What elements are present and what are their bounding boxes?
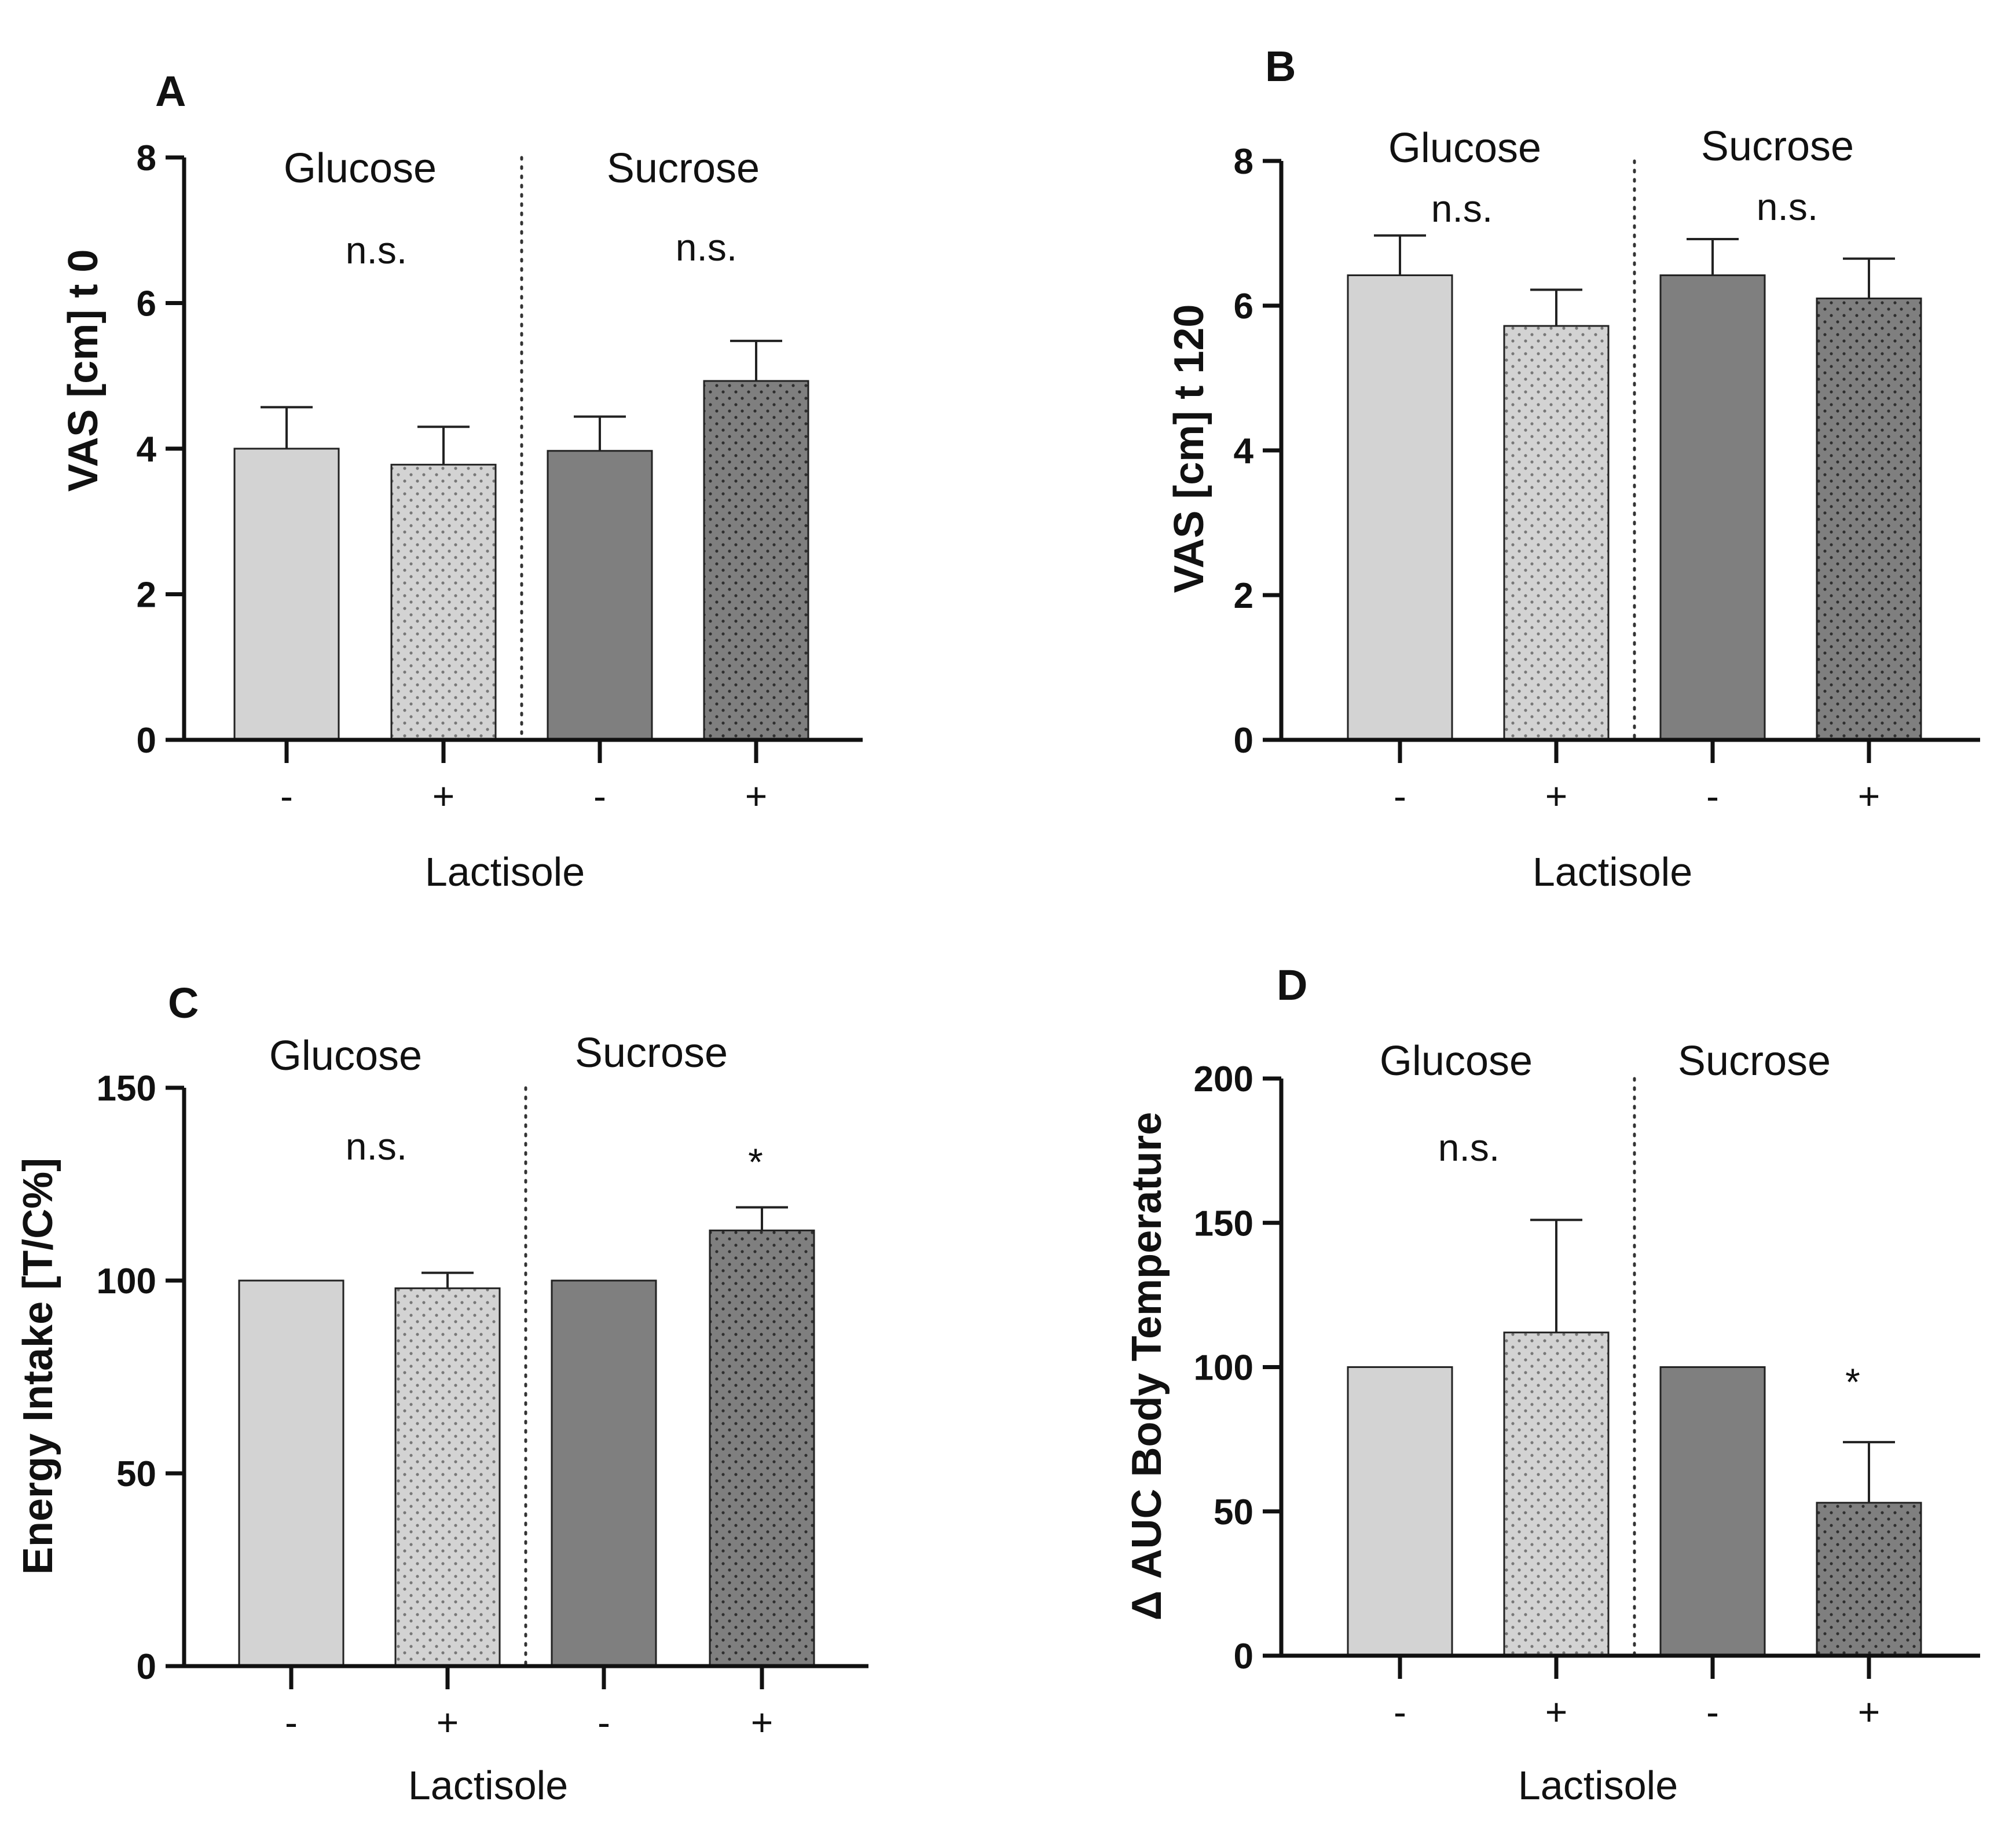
y-tick-label-3: 6 xyxy=(1234,287,1253,327)
bar-2 xyxy=(1503,1332,1610,1657)
y-tick-label-0: 0 xyxy=(1234,721,1253,761)
x-tick-label-2: + xyxy=(1545,1690,1568,1733)
x-tick-label-1: - xyxy=(285,1701,298,1744)
bar-2 xyxy=(390,464,497,741)
panel-c: C Energy Intake [T/C%] Lactisole Glucose… xyxy=(15,979,868,1808)
significance-glucose: n.s. xyxy=(346,229,407,272)
y-tick-label-3: 6 xyxy=(137,284,156,324)
x-tick-label-2: + xyxy=(432,775,455,817)
group-label-sucrose: Sucrose xyxy=(1678,1038,1831,1084)
significance-glucose: n.s. xyxy=(1438,1126,1500,1169)
significance-glucose: n.s. xyxy=(346,1125,407,1168)
y-tick-label-0: 0 xyxy=(137,721,156,761)
group-label-sucrose: Sucrose xyxy=(575,1030,728,1076)
x-tick-label-1: - xyxy=(1394,775,1406,817)
group-label-sucrose: Sucrose xyxy=(1701,123,1854,170)
y-tick-label-2: 100 xyxy=(1194,1348,1253,1388)
bar-1 xyxy=(238,1279,344,1667)
y-tick-label-0: 0 xyxy=(137,1647,156,1687)
group-label-glucose: Glucose xyxy=(1388,125,1541,171)
group-label-sucrose: Sucrose xyxy=(607,145,760,192)
bar-4 xyxy=(1816,298,1922,741)
x-tick-label-3: - xyxy=(593,775,606,817)
group-label-glucose: Glucose xyxy=(1380,1038,1533,1084)
panel-letter: C xyxy=(168,979,199,1027)
x-tick-label-4: + xyxy=(1858,1690,1881,1733)
x-tick-label-2: + xyxy=(1545,775,1568,817)
significance-sucrose: * xyxy=(748,1140,763,1183)
x-axis-label: Lactisole xyxy=(425,849,585,894)
x-tick-label-3: - xyxy=(598,1701,610,1744)
x-axis-label: Lactisole xyxy=(408,1763,568,1808)
bar-1 xyxy=(1347,1366,1453,1657)
group-label-glucose: Glucose xyxy=(269,1033,422,1079)
x-tick-label-4: + xyxy=(751,1701,774,1744)
y-tick-label-4: 200 xyxy=(1194,1059,1253,1099)
y-axis-label: Energy Intake [T/C%] xyxy=(15,1158,61,1575)
x-axis-label: Lactisole xyxy=(1518,1763,1678,1808)
bar-3 xyxy=(551,1279,657,1667)
bar-2 xyxy=(394,1287,501,1667)
panel-letter: B xyxy=(1265,42,1296,90)
bar-3 xyxy=(1659,1366,1766,1657)
panel-a: A VAS [cm] t 0 Lactisole Glucose Sucrose… xyxy=(60,67,863,894)
y-axis-label: VAS [cm] t 0 xyxy=(60,250,107,492)
bar-4 xyxy=(703,380,809,741)
y-tick-label-2: 4 xyxy=(1234,431,1254,471)
significance-sucrose: * xyxy=(1845,1360,1860,1403)
bar-4 xyxy=(1816,1502,1922,1657)
x-axis-label: Lactisole xyxy=(1533,849,1692,894)
x-tick-label-3: - xyxy=(1706,1690,1719,1733)
bar-1 xyxy=(233,448,340,741)
plot-area: 0 2 4 6 8 - + - + xyxy=(137,138,863,817)
significance-glucose: n.s. xyxy=(1431,187,1493,230)
bar-3 xyxy=(547,450,653,741)
x-tick-label-2: + xyxy=(437,1701,459,1744)
y-axis-label: VAS [cm] t 120 xyxy=(1166,305,1212,593)
bar-1 xyxy=(1347,274,1453,741)
x-tick-label-1: - xyxy=(280,775,293,817)
bar-4 xyxy=(709,1229,815,1667)
y-tick-label-4: 8 xyxy=(137,138,156,178)
bar-2 xyxy=(1503,325,1610,741)
y-axis-label: Δ AUC Body Temperature xyxy=(1124,1112,1170,1621)
plot-area: 0 2 4 6 8 - + - + xyxy=(1234,142,1980,817)
panel-d: D Δ AUC Body Temperature Lactisole Gluco… xyxy=(1124,961,1980,1808)
y-tick-label-2: 4 xyxy=(137,430,157,469)
x-tick-label-4: + xyxy=(1858,775,1881,817)
y-tick-label-3: 150 xyxy=(1194,1204,1253,1244)
y-tick-label-2: 100 xyxy=(97,1261,156,1301)
y-tick-label-0: 0 xyxy=(1234,1637,1253,1677)
significance-sucrose: n.s. xyxy=(676,226,737,269)
x-tick-label-1: - xyxy=(1394,1690,1406,1733)
panel-letter: A xyxy=(155,67,186,115)
y-tick-label-4: 8 xyxy=(1234,142,1253,182)
y-tick-label-1: 50 xyxy=(1214,1492,1253,1532)
plot-area: 0 50 100 150 200 - + - + xyxy=(1194,1059,1980,1733)
y-tick-label-1: 2 xyxy=(1234,576,1253,616)
group-label-glucose: Glucose xyxy=(284,145,437,192)
panel-b: B VAS [cm] t 120 Lactisole Glucose Sucro… xyxy=(1166,42,1980,894)
y-tick-label-1: 50 xyxy=(116,1454,156,1494)
significance-sucrose: n.s. xyxy=(1757,185,1818,228)
plot-area: 0 50 100 150 - + - + xyxy=(97,1069,868,1744)
x-tick-label-4: + xyxy=(745,775,768,817)
panel-letter: D xyxy=(1277,961,1307,1009)
bar-3 xyxy=(1659,274,1766,741)
x-tick-label-3: - xyxy=(1706,775,1719,817)
y-tick-label-3: 150 xyxy=(97,1069,156,1109)
y-tick-label-1: 2 xyxy=(137,575,156,615)
